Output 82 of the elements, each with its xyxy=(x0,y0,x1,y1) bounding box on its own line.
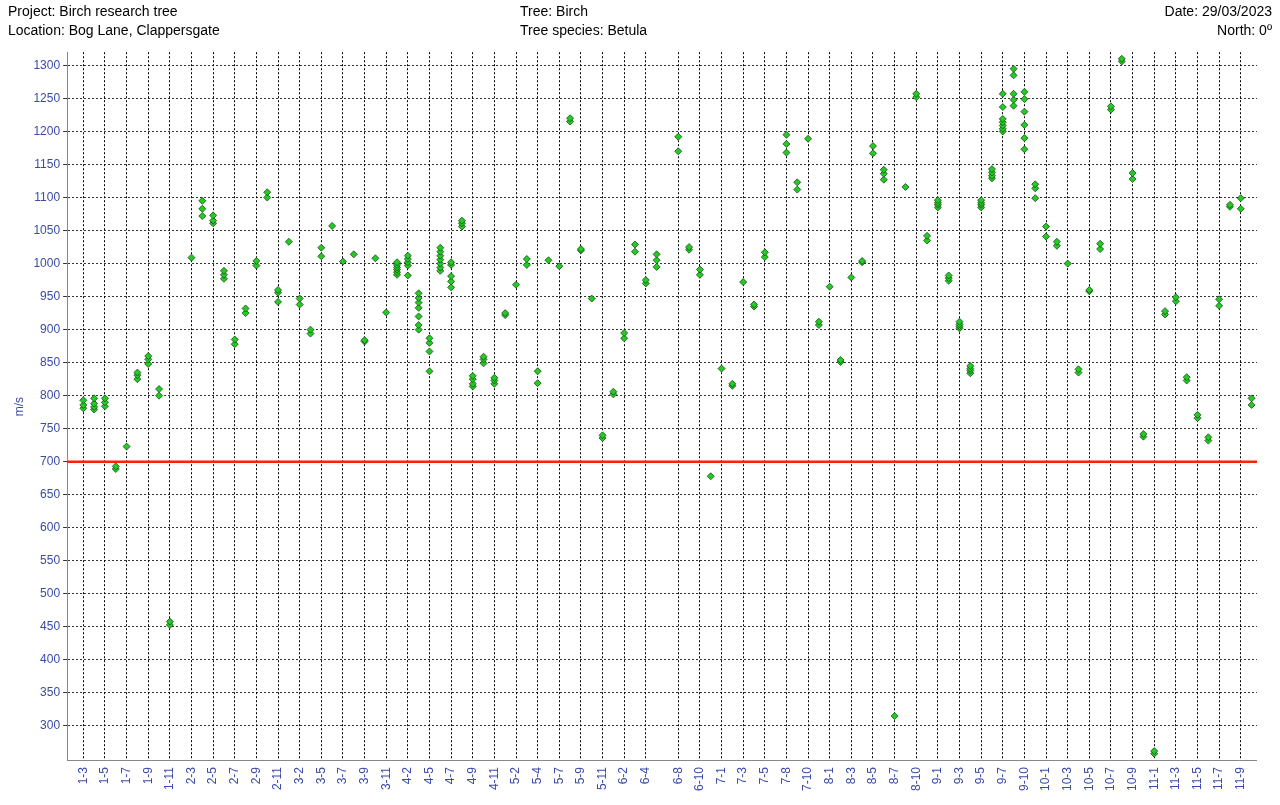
x-tick-label: 9-3 xyxy=(951,766,966,785)
x-tick-label: 1-3 xyxy=(75,766,90,785)
y-tick-label: 700 xyxy=(40,454,61,469)
x-tick-label: 5-7 xyxy=(551,766,566,785)
x-tick-label: 7-8 xyxy=(778,766,793,785)
x-tick-label: 8-1 xyxy=(822,766,837,785)
x-tick-label: 2-11 xyxy=(270,766,285,791)
x-tick-label: 9-10 xyxy=(1016,766,1031,792)
x-tick-label: 11-7 xyxy=(1211,766,1226,791)
text: Location: Bog Lane, Clappersgate xyxy=(8,21,221,40)
x-tick-label: 1-9 xyxy=(140,766,155,785)
x-tick-label: 5-4 xyxy=(529,766,544,785)
x-tick-label: 10-1 xyxy=(1038,766,1053,792)
text: Project: Birch research tree xyxy=(8,2,179,21)
y-tick-label: 350 xyxy=(40,685,61,700)
x-tick-label: 8-10 xyxy=(908,766,923,792)
x-tick-label: 5-11 xyxy=(594,766,609,791)
x-tick-label: 3-2 xyxy=(291,766,306,785)
y-tick-label: 400 xyxy=(40,652,61,667)
x-tick-label: 3-9 xyxy=(356,766,371,785)
y-tick-label: 1050 xyxy=(33,222,61,237)
x-tick-label: 10-3 xyxy=(1059,766,1074,792)
x-tick-label: 2-3 xyxy=(183,766,198,785)
x-tick-label: 4-2 xyxy=(400,766,415,785)
x-tick-label: 2-7 xyxy=(227,766,242,785)
y-tick-label: 300 xyxy=(40,718,61,733)
x-tick-label: 2-5 xyxy=(205,766,220,785)
x-tick-label: 3-5 xyxy=(313,766,328,785)
x-tick-label: 10-5 xyxy=(1081,766,1096,792)
x-tick-label: 6-2 xyxy=(616,766,631,785)
y-tick-label: 1300 xyxy=(33,57,61,72)
x-tick-label: 11-5 xyxy=(1189,766,1204,791)
x-tick-label: 1-5 xyxy=(97,766,112,785)
x-tick-label: 11-1 xyxy=(1146,766,1161,791)
y-tick-label: 950 xyxy=(40,288,61,303)
x-tick-label: 6-10 xyxy=(692,766,707,792)
y-tick-label: 800 xyxy=(40,388,61,402)
y-tick-label: 1100 xyxy=(34,189,61,204)
x-tick-label: 2-9 xyxy=(248,766,263,785)
x-tick-label: 9-7 xyxy=(995,766,1010,785)
text: Tree: Birch xyxy=(520,2,589,21)
x-tick-label: 10-9 xyxy=(1124,766,1139,792)
y-tick-label: 1200 xyxy=(33,123,61,138)
x-tick-label: 7-5 xyxy=(757,766,772,785)
x-tick-label: 1-7 xyxy=(118,766,133,785)
x-tick-label: 8-5 xyxy=(865,766,880,785)
x-tick-label: 7-1 xyxy=(713,766,728,785)
x-tick-label: 9-5 xyxy=(973,766,988,785)
x-tick-label: 11-3 xyxy=(1168,766,1183,791)
y-tick-label: 650 xyxy=(40,487,61,502)
x-tick-label: 6-8 xyxy=(670,766,685,785)
y-tick-label: 1250 xyxy=(33,90,61,105)
x-tick-label: 4-7 xyxy=(443,766,458,785)
x-tick-label: 6-4 xyxy=(638,766,653,785)
x-tick-label: 3-7 xyxy=(335,766,350,785)
x-tick-label: 8-7 xyxy=(886,766,901,785)
x-tick-label: 10-7 xyxy=(1103,766,1118,792)
text: Date: 29/03/2023 xyxy=(1163,2,1272,21)
y-tick-label: 550 xyxy=(40,553,61,568)
x-tick-label: 1-11 xyxy=(162,766,177,791)
x-tick-label: 11-9 xyxy=(1233,766,1248,791)
x-tick-label: 8-3 xyxy=(843,766,858,785)
y-tick-label: 500 xyxy=(40,586,61,601)
y-tick-label: 900 xyxy=(40,321,61,336)
x-tick-label: 7-3 xyxy=(735,766,750,785)
x-tick-label: 7-10 xyxy=(800,766,815,792)
x-tick-label: 4-5 xyxy=(421,766,436,785)
y-tick-label: 1150 xyxy=(34,156,61,171)
y-tick-label: 450 xyxy=(40,619,61,634)
x-tick-label: 5-9 xyxy=(573,766,588,785)
y-tick-label: 600 xyxy=(40,520,61,535)
x-tick-label: 4-11 xyxy=(486,766,501,791)
text: North: 0º xyxy=(1216,21,1272,40)
text: Tree species: Betula xyxy=(520,21,649,40)
x-tick-label: 3-11 xyxy=(378,766,393,791)
y-tick-label: 750 xyxy=(40,421,61,436)
y-axis-title: m/s xyxy=(11,396,26,417)
x-tick-label: 4-9 xyxy=(465,766,480,785)
y-tick-label: 850 xyxy=(40,354,61,369)
y-tick-label: 1000 xyxy=(33,255,61,270)
x-tick-label: 5-2 xyxy=(508,766,523,785)
x-tick-label: 9-1 xyxy=(930,766,945,785)
